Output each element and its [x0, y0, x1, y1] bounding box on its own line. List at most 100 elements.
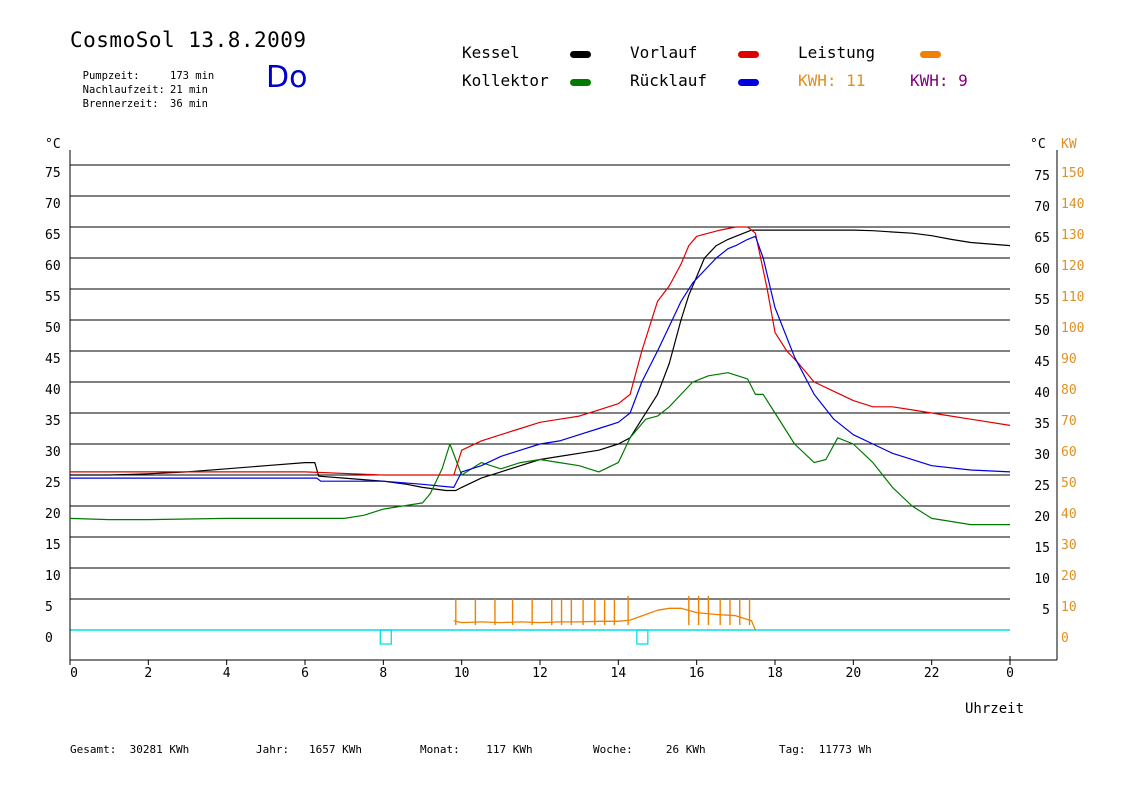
- y-tick-kw: 50: [1061, 476, 1077, 491]
- baseline-marker: [379, 629, 392, 645]
- legend-leistung-swatch: [920, 51, 941, 58]
- footer-tag: Tag: 11773 Wh: [779, 743, 872, 756]
- stat-nachlaufzeit: Nachlaufzeit: 21 min: [70, 72, 208, 96]
- y-tick-right: 70: [1034, 200, 1050, 215]
- baseline-marker: [636, 629, 649, 645]
- y-tick-left: 65: [45, 228, 61, 243]
- series-kollektor: [69, 372, 1010, 526]
- series-ruecklauf: [70, 235, 1011, 488]
- y-tick-right: 60: [1034, 262, 1050, 277]
- y-tick-right: 50: [1034, 324, 1050, 339]
- y-tick-right: 15: [1034, 541, 1050, 556]
- series-line: [69, 372, 1010, 526]
- grid-lines: [70, 164, 1010, 645]
- y-tick-right: 55: [1034, 293, 1050, 308]
- y-tick-right: 75: [1034, 169, 1050, 184]
- stat-value: 36 min: [170, 98, 208, 110]
- x-tick-label: 4: [223, 666, 231, 681]
- legend-kwh-purple: KWH: 9: [910, 71, 968, 90]
- series-vorlauf: [70, 226, 1011, 476]
- y-tick-kw: 110: [1061, 290, 1084, 305]
- series-line: [70, 235, 1011, 488]
- footer-jahr: Jahr: 1657 KWh: [256, 743, 362, 756]
- y-tick-kw: 150: [1061, 166, 1084, 181]
- series-line: [70, 229, 1011, 492]
- y-tick-left: 5: [45, 600, 53, 615]
- x-tick-label: 20: [846, 666, 862, 681]
- footer-gesamt: Gesamt: 30281 KWh: [70, 743, 190, 756]
- y-tick-left: 10: [45, 569, 61, 584]
- y-tick-left: 35: [45, 414, 61, 429]
- x-tick-label: 14: [611, 666, 627, 681]
- y-tick-kw: 140: [1061, 197, 1084, 212]
- y-tick-kw: 100: [1061, 321, 1084, 336]
- y-tick-right: 30: [1034, 448, 1050, 463]
- stat-label: Brennerzeit:: [82, 98, 159, 110]
- y-tick-right: 25: [1034, 479, 1050, 494]
- y-tick-left: 55: [45, 290, 61, 305]
- y-tick-left: 70: [45, 197, 61, 212]
- y-tick-left: 60: [45, 259, 61, 274]
- x-tick-label: 22: [924, 666, 940, 681]
- y-tick-left: 20: [45, 507, 61, 522]
- y-tick-right: 35: [1034, 417, 1050, 432]
- series-leistung-peaks: [455, 595, 751, 626]
- weekday-label: Do: [266, 60, 308, 95]
- y-axis-unit-kw: KW: [1061, 137, 1077, 152]
- y-tick-right: 40: [1034, 386, 1050, 401]
- stat-brennerzeit: Brennerzeit: 36 min: [70, 86, 208, 110]
- x-axis-label: Uhrzeit: [965, 701, 1025, 717]
- legend-kessel-label: Kessel: [462, 43, 520, 62]
- y-tick-kw: 10: [1061, 600, 1077, 615]
- y-tick-right: 5: [1042, 603, 1050, 618]
- y-tick-kw: 40: [1061, 507, 1077, 522]
- series-kessel: [70, 229, 1011, 492]
- legend-kollektor-label: Kollektor: [462, 71, 549, 90]
- y-tick-kw: 20: [1061, 569, 1077, 584]
- y-tick-right: 45: [1034, 355, 1050, 370]
- y-tick-left: 50: [45, 321, 61, 336]
- footer-woche: Woche: 26 KWh: [593, 743, 706, 756]
- y-tick-kw: 0: [1061, 631, 1069, 646]
- axes: [69, 150, 1058, 665]
- series-line: [70, 226, 1011, 476]
- y-tick-kw: 120: [1061, 259, 1084, 274]
- y-axis-unit-right: °C: [1030, 137, 1046, 152]
- y-tick-kw: 30: [1061, 538, 1077, 553]
- stat-label: Nachlaufzeit:: [82, 84, 165, 96]
- x-tick-label: 6: [301, 666, 309, 681]
- y-tick-right: 65: [1034, 231, 1050, 246]
- y-tick-kw: 130: [1061, 228, 1084, 243]
- x-tick-label: 12: [532, 666, 548, 681]
- y-tick-left: 40: [45, 383, 61, 398]
- series-line: [453, 607, 756, 631]
- x-tick-label: 8: [379, 666, 387, 681]
- legend-ruecklauf-label: Rücklauf: [630, 71, 708, 90]
- x-tick-label: 2: [144, 666, 152, 681]
- series-leistung: [453, 607, 756, 631]
- legend-leistung-label: Leistung: [798, 43, 876, 62]
- legend-kollektor-swatch: [570, 79, 591, 86]
- stat-value: 173 min: [170, 70, 215, 82]
- legend-vorlauf-swatch: [738, 51, 759, 58]
- y-tick-kw: 70: [1061, 414, 1077, 429]
- x-tick-label: 18: [767, 666, 783, 681]
- y-tick-kw: 80: [1061, 383, 1077, 398]
- x-tick-label: 10: [454, 666, 470, 681]
- y-tick-left: 30: [45, 445, 61, 460]
- series-layer: [69, 226, 1011, 631]
- x-tick-label: 0: [70, 666, 78, 681]
- y-tick-kw: 90: [1061, 352, 1077, 367]
- y-tick-left: 0: [45, 631, 53, 646]
- y-tick-left: 45: [45, 352, 61, 367]
- legend-kwh-orange: KWH: 11: [798, 71, 866, 90]
- legend-vorlauf-label: Vorlauf: [630, 43, 698, 62]
- chart-title: CosmoSol 13.8.2009: [70, 28, 307, 52]
- legend-ruecklauf-swatch: [738, 79, 759, 86]
- stat-pumpzeit: Pumpzeit: 173 min: [70, 58, 215, 82]
- y-tick-kw: 60: [1061, 445, 1077, 460]
- y-tick-left: 75: [45, 166, 61, 181]
- y-tick-left: 15: [45, 538, 61, 553]
- y-tick-right: 10: [1034, 572, 1050, 587]
